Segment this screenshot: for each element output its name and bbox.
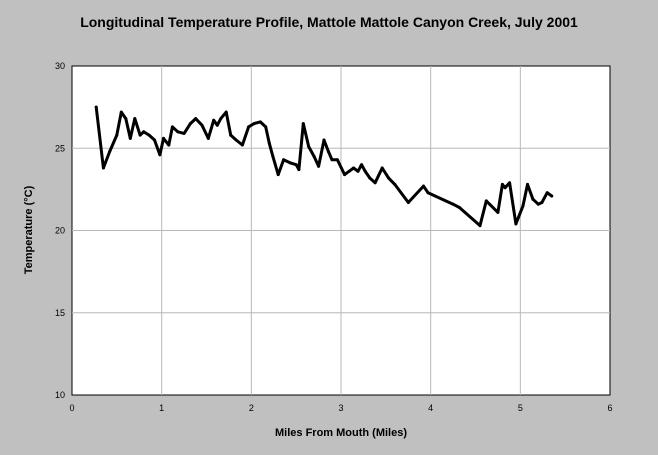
data-point — [317, 164, 321, 168]
y-tick-label: 20 — [55, 226, 65, 236]
y-tick-label: 10 — [55, 390, 65, 400]
data-point — [267, 141, 271, 145]
data-point — [500, 182, 504, 186]
data-point — [521, 204, 525, 208]
data-point — [393, 182, 397, 186]
data-point — [229, 133, 233, 137]
data-point — [128, 136, 132, 140]
data-point — [142, 130, 146, 134]
data-point — [252, 122, 256, 126]
data-point — [167, 143, 171, 147]
data-point — [271, 155, 275, 158]
data-point — [162, 136, 165, 140]
data-point — [212, 118, 216, 122]
data-point — [234, 138, 238, 142]
data-point — [387, 176, 390, 180]
data-point — [540, 201, 544, 204]
data-point — [307, 145, 311, 149]
x-tick-label: 3 — [338, 403, 343, 413]
data-point — [536, 202, 540, 206]
data-point — [240, 143, 244, 147]
data-point — [124, 117, 128, 121]
data-point — [550, 194, 554, 198]
data-point — [115, 133, 119, 137]
data-point — [194, 117, 198, 121]
data-point — [108, 150, 112, 153]
data-point — [301, 122, 305, 126]
y-tick-label: 30 — [55, 61, 65, 71]
data-point — [158, 153, 162, 157]
y-tick-label: 15 — [55, 308, 65, 318]
data-point — [153, 138, 156, 142]
data-point — [276, 173, 280, 177]
chart-title: Longitudinal Temperature Profile, Mattol… — [80, 14, 578, 30]
data-point — [526, 182, 529, 186]
data-point — [264, 125, 268, 129]
data-point — [352, 166, 356, 170]
x-tick-label: 5 — [518, 403, 523, 413]
data-point — [200, 123, 204, 127]
data-point — [224, 110, 228, 114]
tick-labels: 0 1 2 3 4 5 6 10 15 20 25 30 — [55, 61, 613, 413]
data-point — [94, 105, 98, 109]
data-point — [101, 166, 105, 170]
data-point — [496, 210, 500, 214]
data-point — [380, 166, 384, 170]
data-point — [119, 110, 123, 114]
data-point — [326, 150, 330, 153]
data-point — [206, 136, 210, 140]
data-point — [215, 123, 219, 127]
data-point — [360, 163, 364, 167]
data-point — [451, 202, 455, 206]
data-point — [188, 122, 192, 126]
x-axis-label: Miles From Mouth (Miles) — [275, 427, 407, 439]
data-point — [343, 173, 347, 177]
data-point — [289, 161, 293, 165]
data-point — [258, 120, 262, 124]
data-point — [138, 133, 142, 137]
data-point — [406, 201, 410, 204]
data-point — [422, 184, 425, 188]
data-point — [531, 197, 535, 201]
data-point — [545, 191, 549, 195]
data-point — [170, 125, 174, 129]
x-tick-label: 1 — [159, 403, 164, 413]
data-point — [478, 224, 482, 228]
data-point — [147, 133, 151, 137]
x-tick-label: 6 — [607, 403, 612, 413]
data-point — [484, 199, 488, 203]
y-tick-label: 25 — [55, 143, 65, 153]
series-group — [94, 105, 554, 228]
x-tick-label: 0 — [69, 403, 74, 413]
x-tick-label: 4 — [428, 403, 433, 413]
data-point — [322, 138, 326, 142]
data-point — [182, 131, 186, 135]
data-point — [335, 158, 339, 162]
data-point — [133, 117, 137, 121]
data-point — [176, 130, 180, 134]
data-point — [426, 191, 430, 195]
data-point — [247, 125, 251, 129]
x-tick-label: 2 — [249, 403, 254, 413]
data-point — [330, 158, 334, 162]
data-point — [457, 206, 461, 209]
data-point — [373, 181, 377, 185]
data-point — [503, 186, 507, 190]
data-point — [356, 169, 360, 173]
data-point — [368, 176, 372, 180]
data-point — [282, 158, 286, 162]
data-point — [347, 169, 351, 173]
data-point — [294, 163, 298, 167]
data-point — [297, 168, 301, 172]
data-point — [508, 181, 512, 185]
data-point — [514, 222, 518, 226]
data-point — [312, 155, 316, 158]
data-point — [363, 169, 367, 173]
data-point — [219, 117, 223, 121]
